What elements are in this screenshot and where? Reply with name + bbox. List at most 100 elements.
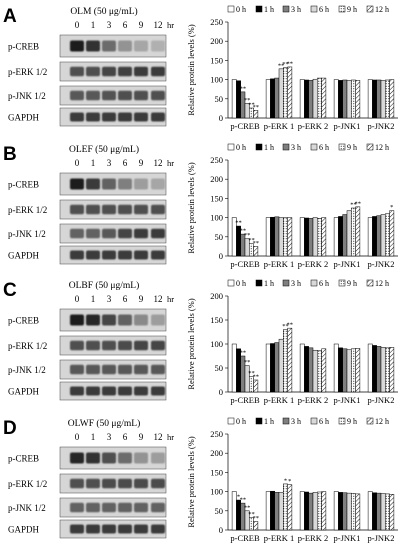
blot-band (102, 386, 116, 396)
blot-band (118, 112, 132, 122)
significance-mark: ** (350, 202, 357, 209)
blot-band (86, 204, 100, 215)
bar (317, 218, 322, 257)
bar (351, 79, 356, 119)
significance-mark: * (237, 494, 240, 501)
y-tick-label: 100 (210, 487, 223, 497)
x-tick-label: p-JNK1 (334, 533, 361, 543)
bar (372, 216, 377, 257)
blot-band (134, 386, 148, 396)
lane-time-label: 0 (75, 294, 80, 304)
legend-label: 3 h (291, 279, 301, 288)
y-tick-label: 200 (210, 291, 223, 301)
bar (351, 207, 356, 257)
y-axis-label: Relative protein levels (%) (186, 436, 196, 528)
bar (346, 210, 352, 257)
bar (321, 217, 327, 257)
bar (367, 491, 373, 531)
bar (304, 346, 309, 393)
panel-b: B OLEF (50 μg/mL) 0 1 3 6 9 12 hr p-CREB p-ERK 1/2… (3, 143, 398, 269)
y-axis-label: Relative protein levels (%) (186, 24, 196, 116)
bar (342, 214, 348, 257)
lane-time-label: 3 (107, 432, 112, 442)
y-tick-label: 0 (219, 387, 223, 397)
bar (270, 216, 275, 257)
blot-band (118, 478, 132, 489)
bar (389, 210, 395, 257)
legend-label: 1 h (264, 279, 274, 288)
bar (287, 66, 293, 119)
bar (380, 214, 386, 257)
blot-band (134, 66, 148, 77)
bar (372, 79, 377, 119)
panel-letter: B (3, 144, 17, 165)
blot-band (118, 524, 132, 534)
treatment-label: OLWF (50 μg/mL) (68, 418, 140, 429)
blot-band (118, 452, 132, 464)
bar (380, 80, 386, 119)
legend-label: 6 h (319, 143, 329, 152)
blot-band (118, 364, 132, 375)
y-tick-label: 0 (219, 525, 223, 535)
legend-label: 3 h (291, 5, 301, 14)
blot-band (151, 228, 165, 239)
lane-time-label: 1 (91, 294, 96, 304)
bar (287, 217, 293, 257)
bar (338, 492, 343, 531)
blot-band (86, 40, 100, 52)
legend-label: 0 h (236, 417, 246, 426)
legend-swatch (366, 143, 374, 151)
bar (380, 493, 386, 531)
bar (385, 347, 390, 393)
bar (317, 77, 322, 119)
bar (308, 80, 314, 119)
bar (274, 77, 280, 119)
blot-band (70, 364, 84, 375)
significance-mark: ** (253, 240, 260, 247)
legend-swatch (338, 5, 346, 13)
bar (299, 343, 305, 393)
blot-band (134, 112, 148, 122)
legend-swatch (282, 279, 290, 287)
legend-swatch (338, 417, 346, 425)
y-tick-label: 250 (210, 429, 223, 439)
blot-band (86, 66, 100, 77)
blot-band (134, 204, 148, 215)
bar (351, 348, 356, 393)
blot-band (151, 90, 165, 101)
blot-band (118, 40, 132, 52)
bar (299, 217, 305, 257)
bar (367, 343, 373, 393)
lane-time-label: 6 (123, 20, 128, 30)
bar (240, 91, 246, 119)
x-tick-label: p-JNK1 (334, 121, 361, 131)
blot-band (86, 340, 100, 351)
lane-time-label: 0 (75, 20, 80, 30)
x-tick-label: p-JNK2 (368, 259, 395, 269)
blot-row-label: p-JNK 1/2 (8, 229, 46, 239)
bar (265, 491, 271, 531)
blot-band (102, 478, 116, 489)
x-tick-label: p-ERK 2 (298, 533, 328, 543)
bar (253, 379, 259, 393)
lane-time-label: 1 (91, 432, 96, 442)
blot-band (70, 502, 84, 513)
legend-label: 1 h (264, 143, 274, 152)
significance-mark: ** (248, 237, 255, 244)
y-tick-label: 50 (215, 506, 224, 516)
bar (346, 80, 352, 119)
blot-band (118, 178, 132, 190)
legend-label: 3 h (291, 143, 301, 152)
y-tick-label: 0 (219, 251, 223, 261)
y-tick-label: 150 (210, 315, 223, 325)
y-tick-label: 150 (210, 193, 223, 203)
bar (389, 79, 395, 119)
lane-time-label: 12 (154, 432, 163, 442)
legend-swatch (366, 279, 374, 287)
bar (333, 343, 339, 393)
significance-mark: * (288, 478, 291, 485)
blot-band (151, 502, 165, 513)
legend-label: 6 h (319, 417, 329, 426)
blot-band (118, 314, 132, 326)
blot-band (86, 502, 100, 513)
